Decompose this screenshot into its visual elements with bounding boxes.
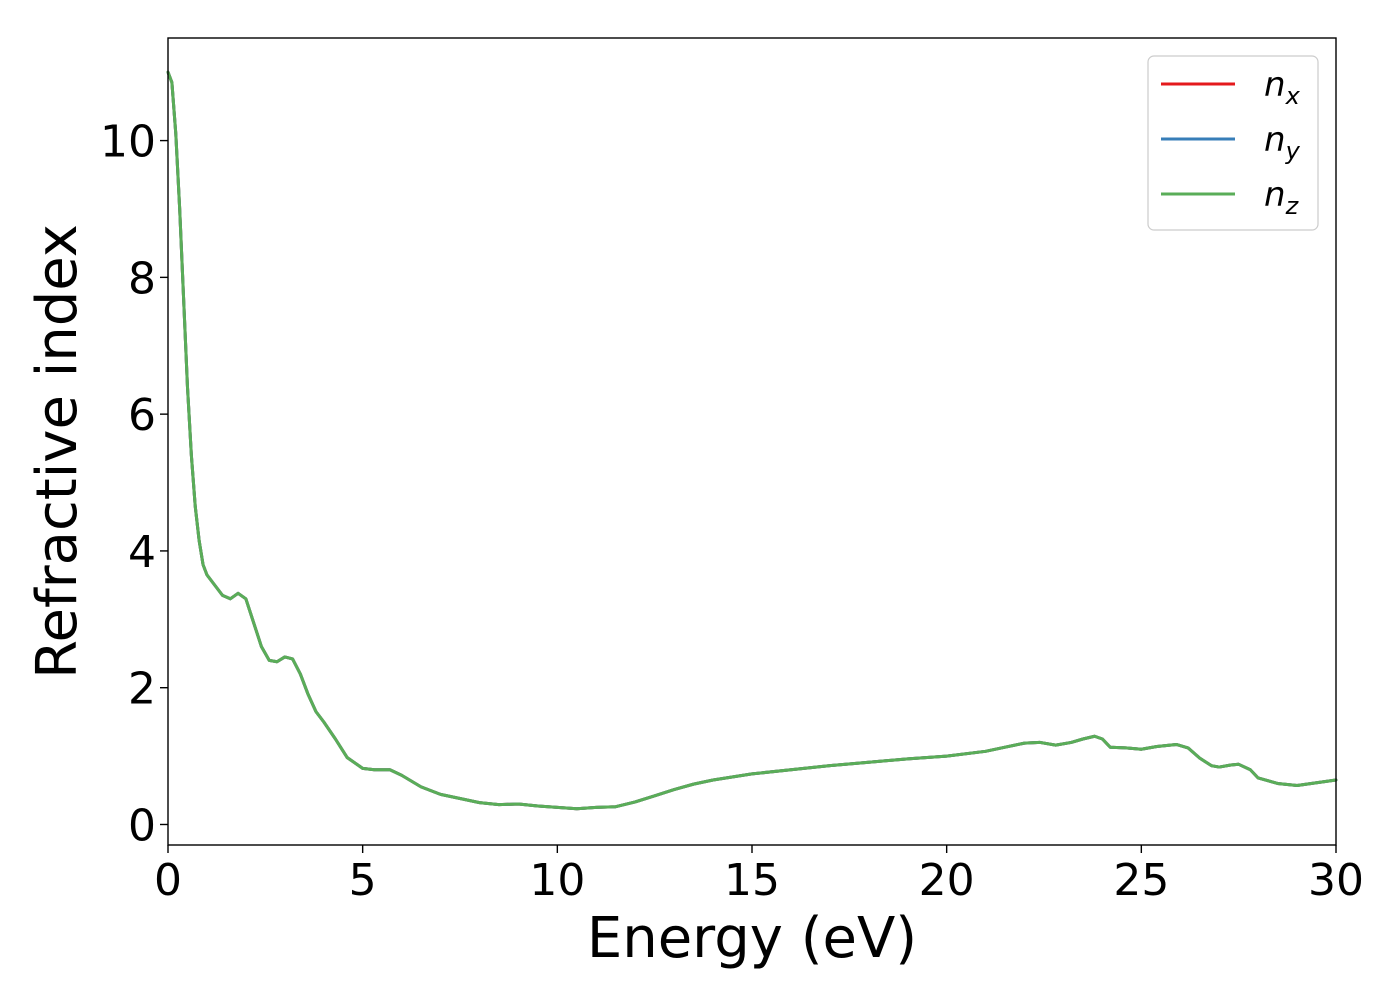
y-tick-label: 8: [128, 253, 156, 304]
legend-label-n-y: ny: [1264, 120, 1301, 165]
y-tick-label: 10: [100, 117, 156, 168]
x-tick-label: 10: [529, 855, 585, 906]
series-layer: [166, 70, 1338, 811]
y-tick-label: 0: [128, 800, 156, 851]
legend-box: [1147, 55, 1319, 231]
y-tick-label: 4: [128, 527, 156, 578]
x-tick-label: 5: [349, 855, 377, 906]
x-axis-title: Energy (eV): [587, 906, 917, 971]
legend-label-n-z: nz: [1264, 175, 1300, 220]
y-tick-label: 2: [128, 664, 156, 715]
x-tick-label: 15: [724, 855, 780, 906]
series-line-n-z: [166, 70, 1338, 811]
legend: nx ny nz: [1147, 55, 1319, 231]
legend-label-n-x: nx: [1264, 65, 1301, 110]
y-axis-title: Refractive index: [25, 224, 90, 679]
x-tick-label: 30: [1308, 855, 1364, 906]
x-tick-label: 20: [919, 855, 975, 906]
x-tick-label: 0: [154, 855, 182, 906]
ticks-layer: 0 5 10 15 20 25 30 0 2 4 6 8 10: [100, 117, 1364, 906]
x-tick-label: 25: [1113, 855, 1169, 906]
y-tick-label: 6: [128, 390, 156, 441]
